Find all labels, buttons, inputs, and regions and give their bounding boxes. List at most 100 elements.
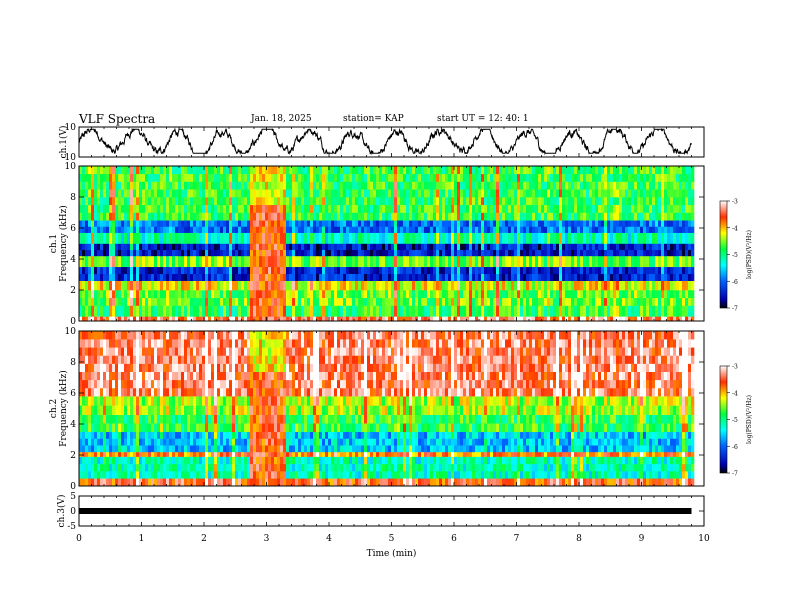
- ch1-spectrogram-cell: [295, 197, 299, 206]
- ch1-spectrogram-cell: [280, 280, 284, 291]
- ch1-spectrogram-cell: [208, 232, 212, 244]
- ch1-spectrogram-cell: [688, 197, 692, 206]
- ch1-spectrogram-cell: [298, 204, 302, 213]
- ch1-spectrogram-cell: [187, 166, 191, 175]
- ch1-spectrogram-cell: [448, 189, 452, 198]
- ch1-spectrogram-cell: [352, 212, 356, 221]
- ch2-spectrogram-cell: [142, 363, 146, 372]
- ch1-spectrogram-cell: [154, 197, 158, 206]
- ch1-spectrogram-cell: [451, 204, 455, 213]
- ch1-spectrogram-cell: [340, 166, 344, 175]
- ch2-spectrogram-cell: [82, 471, 86, 479]
- ch1-spectrogram-cell: [424, 243, 428, 250]
- ch1-spectrogram-cell: [322, 220, 326, 227]
- ch2-spectrogram-cell: [163, 339, 167, 348]
- ch1-spectrogram-cell: [433, 297, 437, 306]
- ch1-spectrogram-cell: [523, 255, 527, 268]
- ch1-spectrogram-cell: [175, 204, 179, 213]
- ch1-spectrogram-cell: [313, 204, 317, 213]
- ch1-spectrogram-cell: [577, 226, 581, 233]
- ch1-spectrogram-cell: [244, 173, 248, 182]
- ch1-spectrogram-cell: [172, 166, 176, 175]
- ch2-spectrogram-cell: [142, 423, 146, 433]
- ch1-spectrogram-cell: [307, 226, 311, 233]
- ch1-spectrogram-cell: [157, 204, 161, 213]
- ch2-spectrogram-cell: [136, 438, 140, 446]
- ch1-spectrogram-cell: [367, 297, 371, 306]
- ch1-spectrogram-cell: [196, 297, 200, 306]
- ch2-spectrogram-cell: [85, 423, 89, 433]
- ch2-spectrogram-cell: [115, 463, 119, 472]
- ch1-spectrogram-cell: [127, 166, 131, 175]
- ch1-spectrogram-cell: [379, 220, 383, 227]
- ch1-spectrogram-cell: [451, 220, 455, 227]
- ch1-spectrogram-cell: [298, 249, 302, 257]
- ch1-spectrogram-cell: [226, 273, 230, 281]
- ch1-spectrogram-cell: [670, 243, 674, 250]
- ch1-spectrogram-cell: [583, 197, 587, 206]
- ch1-spectrogram-cell: [646, 273, 650, 281]
- ch1-spectrogram-cell: [652, 255, 656, 268]
- ch1-spectrogram-cell: [508, 212, 512, 221]
- ch1-spectrogram-cell: [664, 305, 668, 317]
- ch1-spectrogram-cell: [349, 212, 353, 221]
- ch1-spectrogram-cell: [565, 197, 569, 206]
- ch1-spectrogram-cell: [151, 243, 155, 250]
- ch1-spectrogram-cell: [589, 297, 593, 306]
- ch1-spectrogram-cell: [628, 220, 632, 227]
- ch1-spectrogram-cell: [100, 243, 104, 250]
- ch1-spectrogram-cell: [397, 305, 401, 317]
- ch1-spectrogram-cell: [103, 189, 107, 198]
- ch1-spectrogram-cell: [184, 181, 188, 190]
- ch2-spectrogram-cell: [124, 471, 128, 479]
- ch1-spectrogram-cell: [553, 220, 557, 227]
- ch1-spectrogram-cell: [112, 280, 116, 291]
- ch1-spectrogram-cell: [655, 232, 659, 244]
- ch1-spectrogram-cell: [616, 189, 620, 198]
- ch1-spectrogram-cell: [385, 305, 389, 317]
- ch1-spectrogram-cell: [472, 197, 476, 206]
- ch1-spectrogram-cell: [223, 305, 227, 317]
- ch1-spectrogram-cell: [193, 297, 197, 306]
- ch1-spectrogram-cell: [316, 305, 320, 317]
- ch1-spectrogram-cell: [391, 266, 395, 275]
- ch1-spectrogram-cell: [589, 197, 593, 206]
- ch1-spectrogram-cell: [253, 226, 257, 233]
- ch1-spectrogram-cell: [466, 280, 470, 291]
- ch1-spectrogram-cell: [607, 197, 611, 206]
- ch1-spectrogram-cell: [541, 297, 545, 306]
- ch1-spectrogram-cell: [292, 173, 296, 182]
- ch1-spectrogram-cell: [364, 181, 368, 190]
- ch1-spectrogram-cell: [643, 255, 647, 268]
- ch1-spectrogram-cell: [427, 181, 431, 190]
- ch1-spectrogram-cell: [400, 166, 404, 175]
- ch1-spectrogram-cell: [508, 181, 512, 190]
- ch1-spectrogram-cell: [286, 249, 290, 257]
- ch1-spectrogram-cell: [256, 220, 260, 227]
- ch1-spectrogram-cell: [388, 266, 392, 275]
- ch1-spectrogram-cell: [658, 266, 662, 275]
- ch1-spectrogram-cell: [691, 280, 695, 291]
- ch1-spectrogram-cell: [460, 249, 464, 257]
- ch1-spectrogram-cell: [112, 297, 116, 306]
- ch1-spectrogram-cell: [262, 181, 266, 190]
- ch1-spectrogram-cell: [151, 166, 155, 175]
- ch1-spectrogram-cell: [364, 297, 368, 306]
- ch1-spectrogram-cell: [421, 266, 425, 275]
- ch2-spectrogram-cell: [82, 405, 86, 415]
- ch1-spectrogram-cell: [664, 197, 668, 206]
- ch1-spectrogram-cell: [247, 266, 251, 275]
- ch1-spectrogram-cell: [178, 212, 182, 221]
- ch1-spectrogram-cell: [208, 226, 212, 233]
- ch1-spectrogram-cell: [85, 181, 89, 190]
- ch2-spectrogram-cell: [154, 363, 158, 372]
- ch1-spectrogram-cell: [253, 173, 257, 182]
- ch2-spectrogram-cell: [139, 414, 143, 424]
- ch1-spectrogram-cell: [508, 220, 512, 227]
- ch1-spectrogram-cell: [679, 166, 683, 175]
- ch2-spectrogram-cell: [160, 423, 164, 433]
- ch1-spectrogram-cell: [340, 181, 344, 190]
- ch1-spectrogram-cell: [304, 173, 308, 182]
- ch1-spectrogram-cell: [625, 204, 629, 213]
- ch1-spectrogram-cell: [403, 280, 407, 291]
